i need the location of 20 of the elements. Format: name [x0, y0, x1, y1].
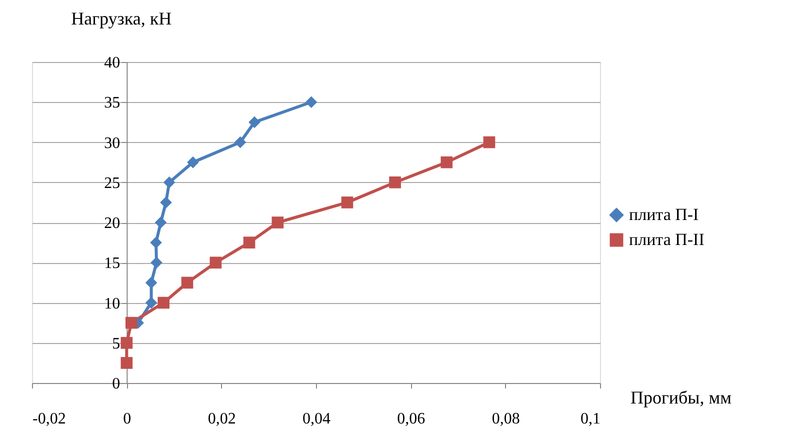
y-tick-label: 15	[104, 255, 120, 272]
x-tick-label: 0,08	[492, 410, 520, 427]
x-axis-title: Прогибы, мм	[630, 388, 732, 408]
y-tick-label: 20	[104, 215, 120, 232]
legend-label: плита П-II	[629, 230, 705, 249]
y-tick-label: 5	[112, 335, 120, 352]
x-tick-label: 0,02	[208, 410, 236, 427]
y-tick-label: 40	[104, 54, 120, 72]
x-tick-label: 0,04	[302, 410, 330, 427]
y-tick-label: 30	[104, 134, 120, 152]
y-tick-label: 0	[112, 376, 120, 392]
y-axis-title: Нагрузка, кН	[71, 8, 172, 28]
y-tick-label: 25	[104, 174, 120, 192]
x-tick-label: 0,1	[580, 410, 600, 427]
x-tick-label: 0	[123, 410, 132, 427]
x-tick-label: -0,02	[32, 410, 66, 427]
y-tick-label: 35	[104, 94, 120, 112]
legend-label: плита П-I	[629, 204, 700, 224]
y-tick-label: 10	[104, 295, 120, 312]
x-tick-label: 0,06	[397, 410, 426, 427]
